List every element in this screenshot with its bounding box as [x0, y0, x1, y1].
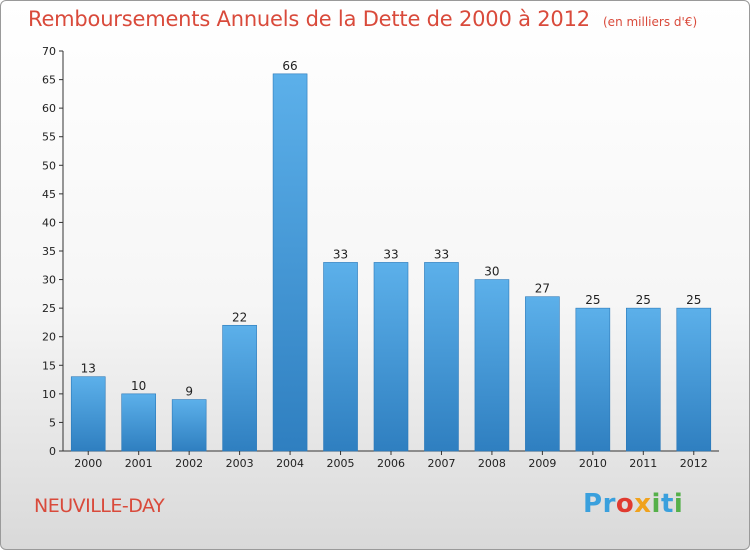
y-tick-label: 10	[42, 388, 56, 401]
bar	[171, 399, 207, 452]
chart-title: Remboursements Annuels de la Dette de 20…	[28, 7, 590, 31]
x-tick-label: 2004	[276, 457, 304, 470]
y-tick-label: 65	[42, 74, 56, 87]
y-tick-label: 70	[42, 45, 56, 58]
bar	[323, 262, 358, 452]
data-label: 9	[185, 385, 193, 399]
y-tick-label: 25	[42, 302, 56, 315]
chart-subtitle: (en milliers d'€)	[603, 15, 698, 29]
data-label: 33	[434, 247, 449, 261]
data-label: 25	[585, 293, 600, 307]
y-tick-label: 45	[42, 188, 56, 201]
y-tick-label: 5	[49, 416, 56, 429]
x-tick-label: 2006	[377, 457, 405, 470]
proxiti-logo: Proxiti	[583, 489, 683, 519]
y-tick-label: 0	[49, 445, 56, 458]
y-tick-label: 55	[42, 131, 56, 144]
logo-letter: P	[583, 489, 603, 519]
logo-letter: t	[660, 489, 674, 519]
bar	[121, 393, 156, 452]
bar	[222, 324, 257, 452]
bar	[70, 376, 106, 452]
data-label: 66	[282, 59, 297, 73]
bar	[373, 262, 409, 452]
bar	[525, 296, 560, 452]
y-tick-label: 15	[42, 359, 56, 372]
x-tick-label: 2008	[478, 457, 506, 470]
bar	[474, 279, 510, 452]
location-name: NEUVILLE-DAY	[34, 495, 165, 517]
y-tick-label: 40	[42, 216, 56, 229]
y-tick-label: 20	[42, 331, 56, 344]
x-tick-label: 2000	[74, 457, 102, 470]
title-row: Remboursements Annuels de la Dette de 20…	[28, 7, 697, 31]
bar	[676, 307, 712, 452]
data-label: 33	[333, 247, 348, 261]
bar	[424, 262, 459, 452]
data-label: 30	[484, 265, 499, 279]
x-tick-label: 2011	[629, 457, 657, 470]
data-label: 33	[383, 247, 398, 261]
data-label: 22	[232, 310, 247, 324]
logo-letter: i	[673, 489, 684, 519]
y-tick-label: 50	[42, 159, 56, 172]
x-tick-label: 2002	[175, 457, 203, 470]
logo-letter: r	[602, 489, 616, 519]
logo-letter: o	[615, 489, 635, 519]
bar	[272, 73, 308, 452]
x-tick-label: 2010	[579, 457, 607, 470]
y-tick-label: 35	[42, 245, 56, 258]
data-label: 25	[686, 293, 701, 307]
data-label: 10	[131, 379, 146, 393]
x-tick-label: 2007	[427, 457, 455, 470]
x-tick-label: 2012	[680, 457, 708, 470]
logo-letter: x	[634, 489, 652, 519]
bar	[626, 307, 661, 452]
data-label: 25	[636, 293, 651, 307]
data-label: 27	[535, 282, 550, 296]
x-tick-label: 2005	[327, 457, 355, 470]
x-tick-label: 2009	[528, 457, 556, 470]
bar	[575, 307, 611, 452]
y-tick-label: 60	[42, 102, 56, 115]
y-tick-label: 30	[42, 274, 56, 287]
x-tick-label: 2001	[125, 457, 153, 470]
logo-letter: i	[651, 489, 661, 519]
data-label: 13	[81, 362, 96, 376]
x-tick-label: 2003	[226, 457, 254, 470]
